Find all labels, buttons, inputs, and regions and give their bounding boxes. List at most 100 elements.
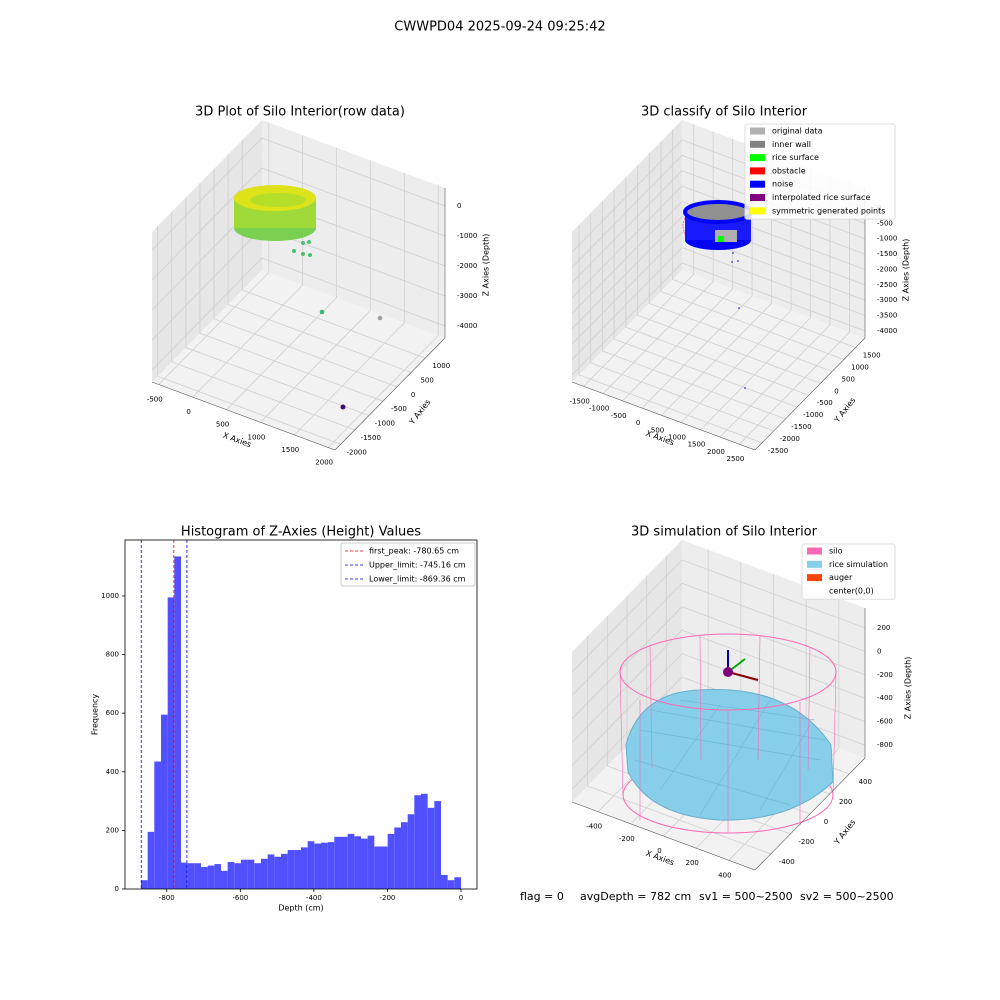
bar	[387, 833, 395, 889]
y-tick-label: 0	[834, 387, 838, 395]
legend-label: rice simulation	[829, 560, 888, 569]
y-tick-label: 0	[824, 818, 828, 826]
silo-wire	[619, 635, 837, 833]
legend-box	[744, 123, 896, 220]
z-axis-label: Z Axies (Depth)	[902, 239, 911, 302]
y-tick-label: -2500	[768, 447, 788, 455]
y-tick-label: -500	[817, 399, 833, 407]
grid-line	[571, 231, 866, 345]
y-tick-label: 400	[859, 778, 872, 786]
grid-line	[739, 182, 850, 445]
legend-label: rice surface	[772, 153, 819, 162]
z-tick-label: -3000	[457, 292, 477, 300]
footer-text: sv1 = 500~2500	[699, 890, 793, 903]
bar	[241, 859, 248, 889]
x-tick-label: -400	[586, 823, 602, 831]
bar	[407, 814, 415, 889]
x-tick-label: 1000	[668, 434, 686, 442]
legend-label: inner wall	[772, 140, 811, 149]
overlay: -5000500100015002000-2000-1500-1000-5000…	[91, 105, 913, 913]
figure-title: CWWPD04 2025-09-24 09:25:42	[394, 20, 605, 35]
z-tick-label: -400	[877, 694, 893, 702]
y-tick-label: -1000	[375, 420, 395, 428]
bar	[194, 863, 201, 889]
bar	[207, 865, 215, 889]
bar	[214, 864, 221, 889]
bar	[187, 863, 195, 889]
grid-line	[260, 160, 371, 423]
bar	[154, 761, 162, 889]
x-tick-label: 2000	[707, 448, 725, 456]
legend-swatch	[750, 154, 765, 162]
auger	[723, 667, 733, 677]
x-tick-label: 1000	[248, 433, 266, 441]
legend-swatch	[750, 180, 765, 188]
axis-line	[571, 757, 866, 871]
z-tick-label: -4000	[877, 327, 897, 335]
legend-swatch	[750, 194, 765, 201]
point	[301, 252, 305, 256]
y-tick-label: 800	[106, 651, 119, 659]
bar	[287, 850, 295, 889]
grid-line	[151, 137, 446, 251]
y-tick-label: -1500	[361, 434, 381, 442]
grid-line	[590, 212, 774, 432]
legend-swatch	[807, 574, 822, 582]
legend-swatch	[750, 140, 765, 148]
grid-line	[192, 135, 304, 398]
point	[738, 307, 740, 309]
axis-line	[151, 337, 446, 451]
z-tick-label: 0	[877, 647, 881, 655]
z-tick-label: -2000	[457, 262, 477, 270]
grid-line	[622, 138, 734, 402]
legend-label: Lower_limit: -869.36 cm	[369, 575, 466, 584]
grid-line	[587, 636, 771, 855]
chart-title: 3D classify of Silo Interior	[641, 105, 808, 120]
y-tick-label: 500	[420, 376, 433, 384]
x-tick-label: -1000	[589, 405, 609, 413]
cloud	[683, 200, 753, 224]
bar	[427, 807, 435, 889]
footer-text: sv2 = 500~2500	[800, 890, 894, 903]
grid-line	[637, 165, 821, 384]
bar	[334, 836, 341, 889]
grid-line	[185, 197, 369, 416]
legend-label: obstacle	[772, 166, 806, 175]
grid-line	[660, 141, 845, 360]
z-tick-label: -1000	[457, 232, 477, 240]
point	[732, 252, 734, 254]
point	[377, 315, 383, 321]
x-tick-label: -200	[619, 835, 635, 843]
z-tick-label: -3500	[877, 312, 897, 320]
point	[340, 404, 346, 410]
bar	[374, 846, 381, 889]
bar	[321, 842, 328, 889]
grid-line	[151, 257, 446, 371]
z-axis-label: Z Axies (Depth)	[904, 657, 913, 720]
legend-swatch	[750, 167, 765, 175]
chart-title: 3D Plot of Silo Interior(row data)	[195, 105, 405, 120]
legend-swatch	[807, 560, 822, 568]
legend-label: Upper_limit: -745.16 cm	[369, 561, 466, 570]
grid-line	[199, 183, 384, 402]
y-tick-label: -2000	[346, 448, 366, 456]
x-tick-label: 400	[718, 871, 731, 879]
grid-line	[571, 629, 866, 743]
legend-label: noise	[772, 180, 793, 189]
legend-label: symmetric generated points	[772, 206, 885, 215]
point	[308, 253, 312, 257]
y-tick-label: 1500	[863, 352, 881, 360]
y-tick-label: 500	[842, 375, 855, 383]
side-pane	[152, 120, 262, 382]
point	[292, 249, 296, 253]
y-tick-label: 200	[106, 826, 119, 834]
bar	[200, 867, 208, 889]
grid-line	[571, 216, 866, 330]
z-tick-label: -800	[877, 741, 893, 749]
x-tick-label: -500	[611, 412, 627, 420]
grid-line	[571, 606, 866, 720]
bar	[180, 862, 188, 889]
x-tick-label: 0	[186, 408, 190, 416]
grid-line	[571, 262, 866, 376]
